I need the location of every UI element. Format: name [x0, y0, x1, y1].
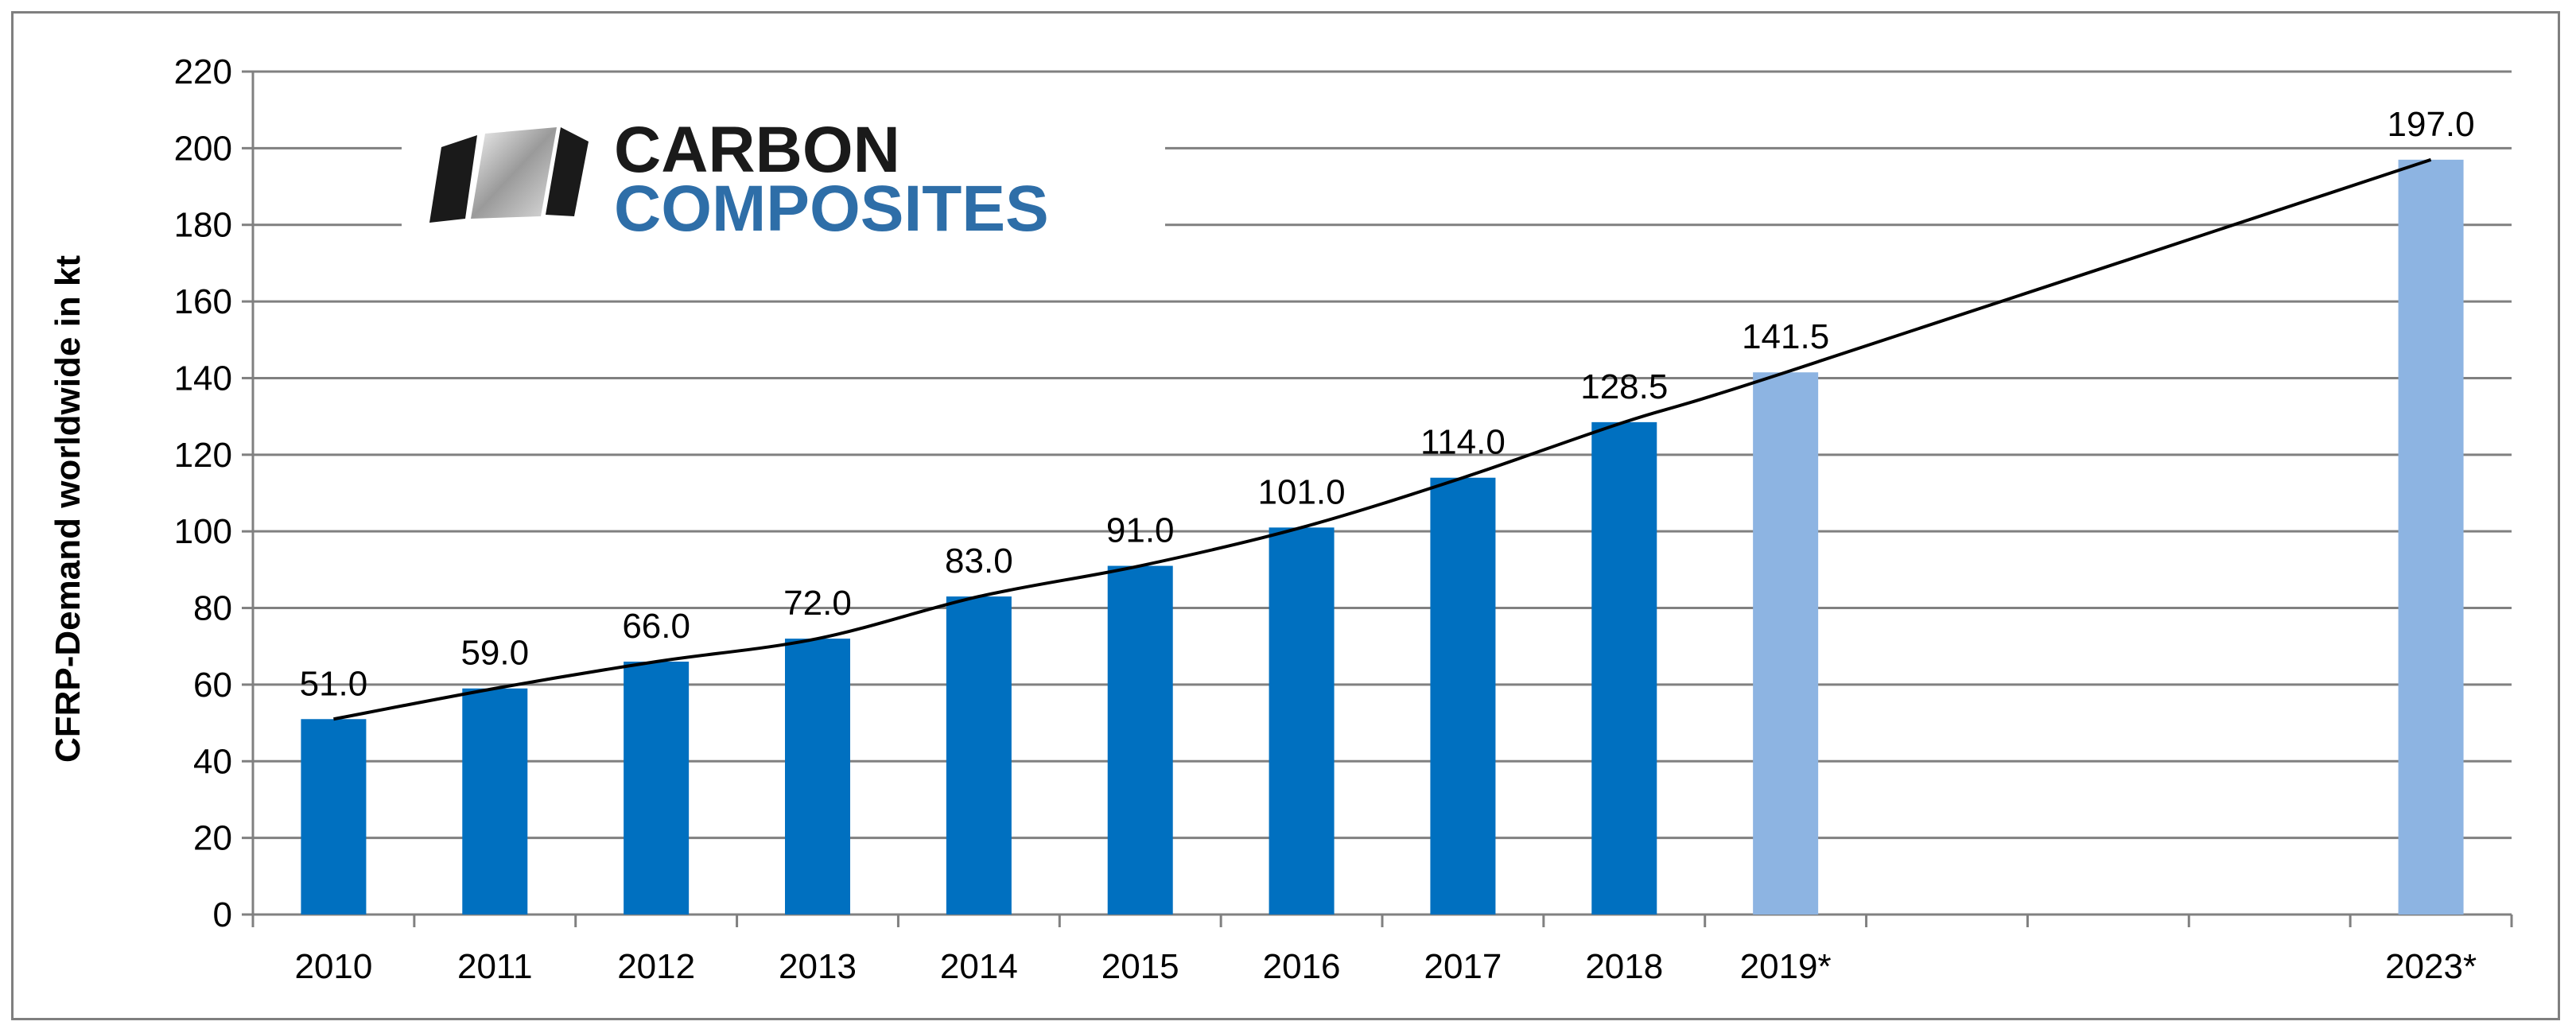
y-tick-labels: 0 20 40 60 80 100 120 140 160 180 200 220 [174, 52, 232, 934]
bar-2014 [946, 596, 1012, 915]
y-tick-label: 40 [193, 742, 232, 781]
bar-2013 [785, 639, 850, 915]
x-tick-label: 2017 [1424, 947, 1502, 986]
carbon-composites-logo: CARBON COMPOSITES [402, 114, 1165, 245]
x-tick-label: 2016 [1263, 947, 1341, 986]
x-tick-label: 2014 [940, 947, 1018, 986]
x-tick-label: 2023* [2385, 947, 2477, 986]
bars [301, 159, 2464, 915]
data-label: 83.0 [945, 542, 1013, 581]
bar-2019 [1753, 372, 1819, 915]
y-axis-title: CFRP-Demand worldwide in kt [49, 255, 87, 763]
data-label: 141.5 [1742, 317, 1829, 356]
bar-2010 [301, 719, 367, 915]
x-tick-label: 2010 [294, 947, 372, 986]
logo-line2: COMPOSITES [614, 173, 1049, 245]
x-tick-label: 2015 [1102, 947, 1179, 986]
logo-line1: CARBON [614, 114, 900, 186]
x-tick-labels: 2010 2011 2012 2013 2014 2015 2016 2017 2018 2019… [294, 947, 2477, 986]
y-tick-label: 160 [174, 282, 232, 321]
bar-2023 [2398, 159, 2464, 915]
data-label: 72.0 [783, 584, 852, 623]
x-tick-label: 2013 [779, 947, 857, 986]
y-tick-label: 120 [174, 436, 232, 475]
y-tick-label: 220 [174, 52, 232, 91]
trend-line [333, 157, 2432, 721]
x-tick-label: 2019* [1740, 947, 1832, 986]
x-tick-label: 2018 [1585, 947, 1663, 986]
y-tick-label: 80 [193, 589, 232, 628]
data-label: 197.0 [2388, 105, 2475, 144]
data-label: 114.0 [1420, 423, 1506, 462]
data-label: 66.0 [622, 607, 690, 646]
y-tick-label: 200 [174, 129, 232, 168]
data-label: 59.0 [460, 634, 529, 673]
bar-2016 [1269, 527, 1335, 915]
bar-2018 [1591, 421, 1657, 915]
data-labels: 51.0 59.0 66.0 72.0 83.0 91.0 101.0 114.0 128.5 1… [300, 105, 2475, 703]
trendline [333, 157, 2432, 721]
y-tick-label: 100 [174, 512, 232, 551]
bar-2017 [1430, 477, 1496, 915]
y-tick-label: 140 [174, 359, 232, 398]
bar-2011 [462, 688, 528, 915]
bar-2012 [624, 662, 690, 915]
data-label: 128.5 [1580, 367, 1668, 406]
data-label: 101.0 [1258, 472, 1346, 511]
logo-emblem-icon [429, 127, 589, 223]
bar-2015 [1107, 565, 1173, 915]
y-tick-label: 60 [193, 666, 232, 705]
x-tick-label: 2011 [457, 947, 533, 986]
y-tick-label: 180 [174, 206, 232, 245]
data-label: 91.0 [1106, 511, 1175, 550]
y-tick-label: 20 [193, 819, 232, 858]
x-tick-label: 2012 [617, 947, 695, 986]
y-tick-label: 0 [213, 895, 232, 934]
data-label: 51.0 [300, 664, 368, 703]
